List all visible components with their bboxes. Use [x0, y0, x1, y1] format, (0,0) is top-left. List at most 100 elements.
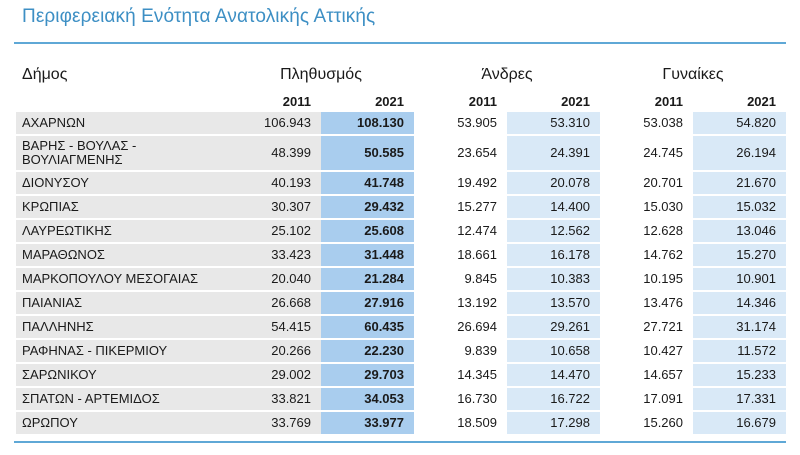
table-row: ΚΡΩΠΙΑΣ 30.307 29.432 15.277 14.400 15.030 15.…	[16, 196, 786, 220]
cell-men-2011: 19.492	[414, 172, 507, 196]
cell-pop-2011: 20.266	[228, 340, 321, 364]
cell-women-2011: 27.721	[600, 316, 693, 340]
header-men-2011: 2011	[468, 93, 497, 109]
cell-women-2011: 14.657	[600, 364, 693, 388]
cell-men-2011: 26.694	[414, 316, 507, 340]
cell-pop-2011: 40.193	[228, 172, 321, 196]
cell-municipality: ΣΑΡΩΝΙΚΟΥ	[16, 364, 228, 388]
cell-pop-2021: 108.130	[321, 112, 414, 136]
header-women-2021: 2021	[747, 93, 776, 109]
cell-women-2021: 11.572	[693, 340, 786, 364]
cell-men-2021: 10.383	[507, 268, 600, 292]
header-men-2021: 2021	[561, 93, 590, 109]
cell-men-2011: 13.192	[414, 292, 507, 316]
cell-women-2021: 26.194	[693, 136, 786, 172]
cell-men-2021: 12.562	[507, 220, 600, 244]
cell-municipality: ΚΡΩΠΙΑΣ	[16, 196, 228, 220]
cell-men-2011: 18.661	[414, 244, 507, 268]
cell-municipality: ΜΑΡΚΟΠΟΥΛΟΥ ΜΕΣΟΓΑΙΑΣ	[16, 268, 228, 292]
cell-women-2021: 54.820	[693, 112, 786, 136]
cell-men-2011: 15.277	[414, 196, 507, 220]
cell-pop-2021: 25.608	[321, 220, 414, 244]
cell-pop-2011: 106.943	[228, 112, 321, 136]
cell-women-2011: 20.701	[600, 172, 693, 196]
cell-men-2011: 18.509	[414, 412, 507, 436]
cell-men-2021: 20.078	[507, 172, 600, 196]
cell-men-2021: 17.298	[507, 412, 600, 436]
cell-men-2021: 10.658	[507, 340, 600, 364]
cell-pop-2011: 30.307	[228, 196, 321, 220]
cell-pop-2011: 54.415	[228, 316, 321, 340]
bottom-divider	[14, 441, 786, 443]
cell-women-2011: 53.038	[600, 112, 693, 136]
cell-women-2011: 13.476	[600, 292, 693, 316]
cell-pop-2021: 50.585	[321, 136, 414, 172]
page-title: Περιφερειακή Ενότητα Ανατολικής Αττικής	[22, 6, 376, 27]
cell-women-2011: 24.745	[600, 136, 693, 172]
table-row: ΔΙΟΝΥΣΟΥ 40.193 41.748 19.492 20.078 20.701 21…	[16, 172, 786, 196]
cell-women-2021: 31.174	[693, 316, 786, 340]
table-row: ΑΧΑΡΝΩΝ 106.943 108.130 53.905 53.310 53.038 5…	[16, 112, 786, 136]
cell-women-2011: 10.195	[600, 268, 693, 292]
cell-pop-2011: 33.769	[228, 412, 321, 436]
cell-men-2021: 14.470	[507, 364, 600, 388]
cell-municipality: ΩΡΩΠΟΥ	[16, 412, 228, 436]
cell-women-2021: 21.670	[693, 172, 786, 196]
cell-municipality: ΡΑΦΗΝΑΣ - ΠΙΚΕΡΜΙΟΥ	[16, 340, 228, 364]
cell-men-2011: 14.345	[414, 364, 507, 388]
cell-pop-2011: 25.102	[228, 220, 321, 244]
cell-men-2011: 53.905	[414, 112, 507, 136]
cell-men-2011: 23.654	[414, 136, 507, 172]
cell-municipality: ΠΑΛΛΗΝΗΣ	[16, 316, 228, 340]
cell-women-2021: 15.270	[693, 244, 786, 268]
cell-men-2021: 16.178	[507, 244, 600, 268]
table-body: ΑΧΑΡΝΩΝ 106.943 108.130 53.905 53.310 53.038 5…	[16, 112, 786, 436]
header-women: Γυναίκες	[662, 66, 724, 83]
cell-women-2021: 13.046	[693, 220, 786, 244]
header-women-2011: 2011	[654, 93, 683, 109]
cell-men-2021: 53.310	[507, 112, 600, 136]
cell-women-2011: 15.030	[600, 196, 693, 220]
cell-men-2021: 13.570	[507, 292, 600, 316]
cell-men-2021: 14.400	[507, 196, 600, 220]
cell-municipality: ΜΑΡΑΘΩΝΟΣ	[16, 244, 228, 268]
header-blank	[16, 90, 228, 112]
table-row: ΛΑΥΡΕΩΤΙΚΗΣ 25.102 25.608 12.474 12.562 12.62…	[16, 220, 786, 244]
cell-men-2011: 9.839	[414, 340, 507, 364]
cell-pop-2011: 26.668	[228, 292, 321, 316]
header-population: Πληθυσμός	[280, 66, 362, 83]
cell-municipality: ΛΑΥΡΕΩΤΙΚΗΣ	[16, 220, 228, 244]
table-row: ΣΑΡΩΝΙΚΟΥ 29.002 29.703 14.345 14.470 14.657 1…	[16, 364, 786, 388]
cell-women-2011: 17.091	[600, 388, 693, 412]
cell-women-2021: 15.032	[693, 196, 786, 220]
cell-municipality: ΑΧΑΡΝΩΝ	[16, 112, 228, 136]
cell-pop-2021: 34.053	[321, 388, 414, 412]
cell-pop-2021: 29.703	[321, 364, 414, 388]
cell-municipality: ΠΑΙΑΝΙΑΣ	[16, 292, 228, 316]
cell-pop-2011: 33.423	[228, 244, 321, 268]
cell-municipality: ΔΙΟΝΥΣΟΥ	[16, 172, 228, 196]
cell-women-2021: 16.679	[693, 412, 786, 436]
cell-women-2021: 10.901	[693, 268, 786, 292]
cell-women-2011: 15.260	[600, 412, 693, 436]
cell-men-2011: 9.845	[414, 268, 507, 292]
cell-pop-2021: 60.435	[321, 316, 414, 340]
cell-pop-2021: 41.748	[321, 172, 414, 196]
cell-men-2011: 16.730	[414, 388, 507, 412]
header-pop-2011: 2011	[282, 93, 311, 109]
table-row: ΠΑΙΑΝΙΑΣ 26.668 27.916 13.192 13.570 13.476 14…	[16, 292, 786, 316]
table-row: ΣΠΑΤΩΝ - ΑΡΤΕΜΙΔΟΣ 33.821 34.053 16.730 16.7…	[16, 388, 786, 412]
header-men: Άνδρες	[481, 66, 533, 83]
cell-municipality: ΒΑΡΗΣ - ΒΟΥΛΑΣ - ΒΟΥΛΙΑΓΜΕΝΗΣ	[16, 136, 228, 172]
cell-women-2011: 10.427	[600, 340, 693, 364]
cell-pop-2021: 22.230	[321, 340, 414, 364]
cell-women-2011: 14.762	[600, 244, 693, 268]
header-municipality: Δήμος	[22, 66, 68, 83]
cell-men-2011: 12.474	[414, 220, 507, 244]
cell-pop-2021: 31.448	[321, 244, 414, 268]
cell-pop-2011: 20.040	[228, 268, 321, 292]
cell-women-2021: 15.233	[693, 364, 786, 388]
population-table: Δήμος Πληθυσμός Άνδρες Γυναίκες 2011 202…	[16, 60, 786, 436]
table-row: ΡΑΦΗΝΑΣ - ΠΙΚΕΡΜΙΟΥ 20.266 22.230 9.839 10.6…	[16, 340, 786, 364]
table-row: ΩΡΩΠΟΥ 33.769 33.977 18.509 17.298 15.260 16.6…	[16, 412, 786, 436]
